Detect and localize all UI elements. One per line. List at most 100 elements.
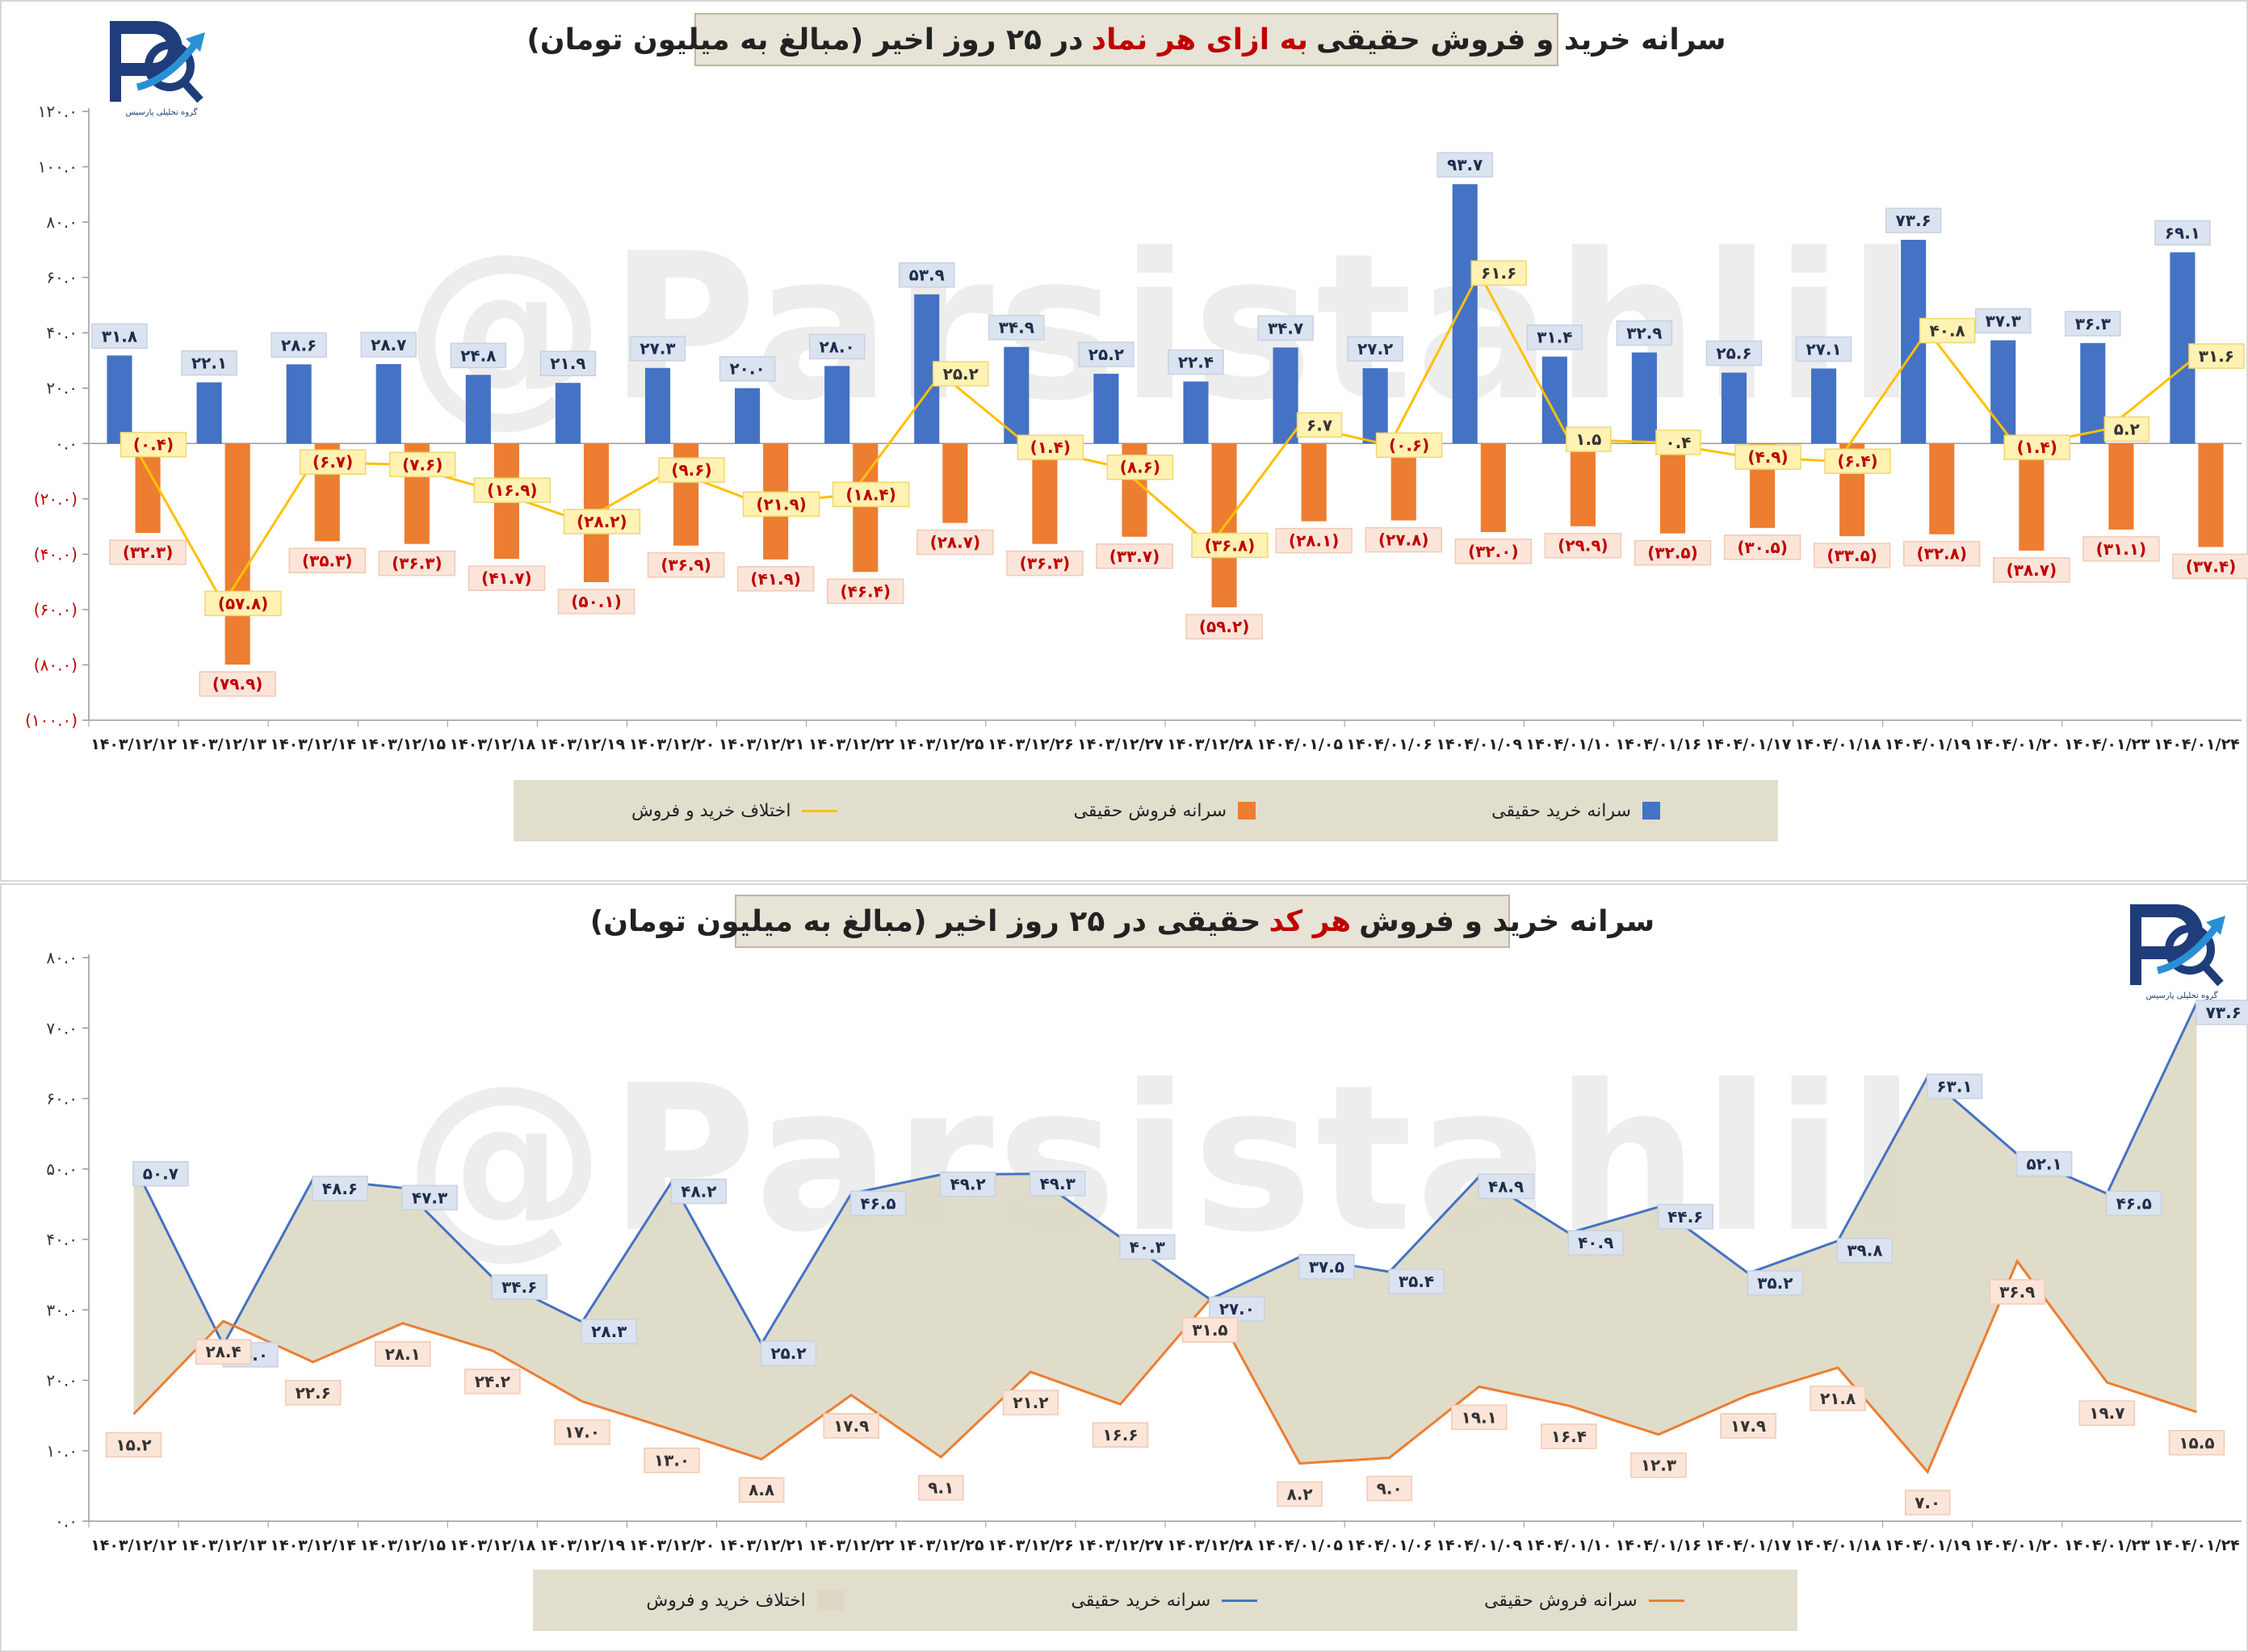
buy-value-label-group: ۳۵.۲	[1747, 1270, 1804, 1296]
x-tick-label: ۱۴۰۳/۱۲/۲۵	[898, 1537, 984, 1554]
sell-value-label-group: ۸.۸	[738, 1477, 785, 1503]
buy-value-label: ۴۶.۵	[2116, 1193, 2152, 1213]
legend-label: سرانه فروش حقیقی	[1073, 800, 1227, 821]
sell-value-label: (۳۲.۳)	[123, 543, 174, 562]
diff-value-label-box	[932, 361, 989, 387]
diff-value-label-group: (۶.۴)	[1824, 448, 1891, 474]
sell-value-label: (۳۲.۵)	[1647, 543, 1698, 563]
buy-value-label-group: ۲۲.۴	[1168, 349, 1224, 375]
sell-value-label-box	[1903, 540, 1981, 567]
x-tick-label: ۱۴۰۴/۰۱/۰۹	[1436, 736, 1522, 753]
diff-value-label: ۵.۲	[2114, 419, 2140, 438]
buy-value-label: ۲۷.۲	[1357, 339, 1393, 358]
buy-value-label-box	[1657, 1204, 1714, 1230]
buy-value-label: ۴۴.۶	[1667, 1207, 1703, 1226]
buy-value-label: ۲۸.۳	[591, 1322, 627, 1341]
sell-value-label-box	[199, 671, 276, 697]
sell-value-label-group: ۱۶.۶	[1092, 1422, 1149, 1448]
buy-value-label-group: ۲۷.۲	[1347, 336, 1403, 362]
sell-value-label-box	[1451, 1404, 1508, 1431]
buy-value-label-box	[988, 314, 1045, 341]
buy-value-label: ۲۵.۲	[1088, 345, 1124, 364]
buy-bar	[1631, 352, 1657, 444]
sell-value-label-group: (۳۳.۵)	[1813, 543, 1891, 568]
x-tick-label: ۱۴۰۴/۰۱/۲۴	[2154, 1537, 2240, 1554]
buy-value-label: ۳۷.۳	[1986, 311, 2021, 330]
buy-value-label: ۳۴.۹	[999, 318, 1034, 338]
sell-value-label-box	[2082, 536, 2160, 562]
sell-value-label-group: (۷۹.۹)	[199, 671, 276, 697]
buy-value-label: ۲۷.۰	[1219, 1299, 1255, 1319]
x-tick-label: ۱۴۰۳/۱۲/۱۳	[180, 736, 266, 753]
diff-value-label: (۲۱.۹)	[756, 494, 807, 514]
sell-value-label-group: (۴۶.۴)	[827, 578, 904, 605]
buy-value-label-group: ۳۶.۳	[2065, 311, 2121, 337]
buy-value-label: ۳۷.۵	[1309, 1257, 1344, 1277]
diff-value-label: (۷.۶)	[402, 455, 442, 474]
sell-value-label-box	[736, 566, 815, 592]
sell-value-label: ۷.۰	[1915, 1493, 1940, 1512]
sell-bar	[2019, 443, 2045, 551]
sell-value-label-box	[1366, 1475, 1412, 1502]
x-tick-label: ۱۴۰۳/۱۲/۱۳	[180, 1537, 266, 1554]
sell-bar	[135, 443, 161, 533]
sell-value-label: (۳۲.۰)	[1468, 542, 1519, 561]
y-tick-label: ۷۰.۰	[46, 1018, 78, 1038]
buy-value-label-box	[670, 1178, 728, 1205]
sell-value-label: ۱۶.۶	[1102, 1425, 1138, 1444]
diff-value-label-box	[1375, 432, 1443, 459]
legend-swatch	[1222, 1599, 1258, 1602]
x-tick-label: ۱۴۰۳/۱۲/۱۸	[450, 736, 536, 753]
buy-value-label: ۴۰.۹	[1578, 1233, 1613, 1252]
legend-label: سرانه خرید حقیقی	[1491, 800, 1631, 821]
parsis-logo: گروه تحلیلی پارسیس	[2125, 898, 2238, 1003]
buy-value-label-box	[1616, 320, 1673, 346]
buy-value-label: ۵۰.۷	[143, 1164, 178, 1184]
diff-value-label-group: (۵۷.۸)	[204, 590, 282, 617]
buy-value-label-group: ۷۳.۶	[2196, 1000, 2248, 1025]
buy-value-label-box	[2154, 220, 2211, 246]
buy-value-label-group: ۲۷.۰	[1209, 1296, 1265, 1322]
buy-value-label-group: ۲۷.۱	[1795, 336, 1852, 363]
sell-value-label: ۱۲.۳	[1641, 1456, 1676, 1475]
sell-value-label-box	[105, 1432, 162, 1458]
buy-value-label-group: ۳۹.۸	[1836, 1237, 1894, 1264]
buy-value-label-group: ۴۹.۲	[939, 1171, 996, 1197]
buy-value-label-group: ۳۴.۹	[988, 314, 1045, 341]
x-tick-label: ۱۴۰۳/۱۲/۱۲	[90, 1537, 177, 1554]
sell-value-label-box	[1993, 557, 2070, 583]
y-tick-label: ۴۰.۰	[46, 323, 78, 342]
sell-value-label-group: ۹.۰	[1366, 1475, 1412, 1502]
diff-value-label-group: (۱.۴)	[2003, 434, 2070, 460]
x-tick-label: ۱۴۰۴/۰۱/۱۹	[1885, 736, 1971, 753]
buy-value-label-box	[629, 335, 686, 362]
sell-value-label-group: ۲۱.۸	[1810, 1386, 1866, 1411]
x-tick-label: ۱۴۰۳/۱۲/۱۴	[270, 1537, 356, 1554]
sell-value-label-box	[1006, 550, 1084, 577]
buy-bar	[465, 375, 491, 444]
diff-value-label-group: (۰.۴)	[120, 431, 187, 458]
buy-value-label-group: ۷۳.۶	[1885, 208, 1942, 233]
buy-value-label-group: ۴۴.۶	[1657, 1204, 1714, 1230]
sell-bar	[942, 443, 968, 523]
x-tick-label: ۱۴۰۳/۱۲/۱۵	[359, 736, 446, 753]
sell-value-label-box	[378, 550, 456, 577]
sell-bar	[1570, 443, 1596, 526]
buy-value-label-group: ۵۳.۹	[898, 262, 955, 288]
diff-area	[133, 1002, 2197, 1472]
buy-value-label-box	[1526, 324, 1583, 350]
buy-value-label-box	[2105, 1190, 2162, 1217]
sell-bar	[1929, 443, 1955, 535]
x-tick-label: ۱۴۰۴/۰۱/۱۶	[1616, 1537, 1702, 1554]
y-tick-label: (۸۰.۰)	[34, 655, 78, 674]
buy-value-label-group: ۲۴.۸	[450, 342, 507, 369]
buy-value-label-box	[539, 350, 597, 376]
sell-value-label-group: (۲۹.۹)	[1544, 532, 1622, 559]
y-tick-label: ۸۰.۰	[46, 948, 78, 967]
diff-value-label: ۱.۵	[1575, 430, 1601, 449]
buy-value-label-box	[132, 1160, 189, 1187]
chart-title-part: سرانه خرید و فروش	[1359, 904, 1655, 938]
buy-value-label: ۲۵.۶	[1716, 344, 1751, 363]
sell-value-label-box	[1541, 1423, 1597, 1449]
sell-value-label-box	[823, 1413, 879, 1439]
